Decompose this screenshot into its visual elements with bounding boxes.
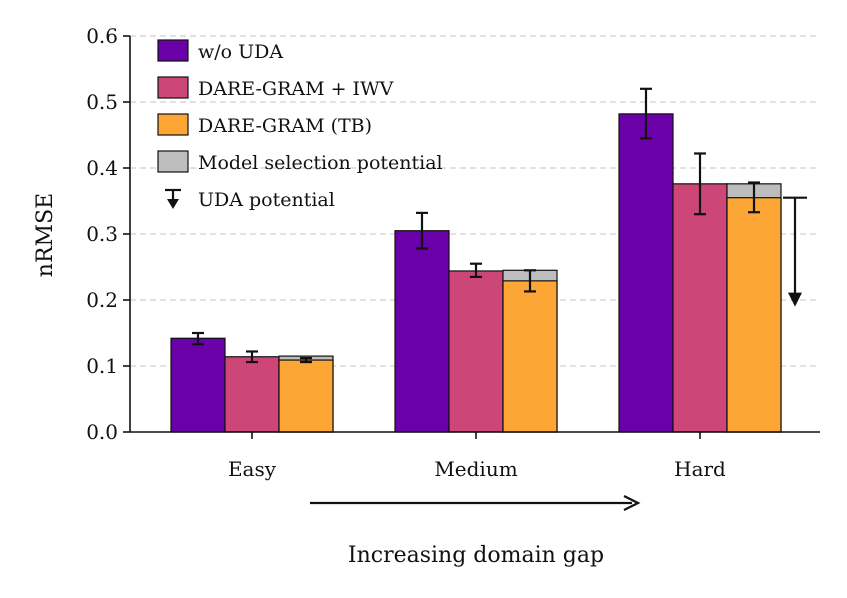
y-ticks: 0.0 0.1 0.2 0.3 0.4 0.5 0.6 <box>86 24 130 444</box>
gap-arrow-head <box>623 495 641 511</box>
bar-w-o-uda <box>618 113 674 433</box>
bar-w-o-uda <box>170 337 226 433</box>
legend-swatch <box>157 150 189 173</box>
y-tick-label: 0.6 <box>86 24 118 48</box>
legend-label: w/o UDA <box>198 41 283 63</box>
y-tick-label: 0.1 <box>86 354 118 378</box>
y-tick-label: 0.3 <box>86 222 118 246</box>
bar-dare-gram-tb- <box>502 280 558 433</box>
y-tick-label: 0.2 <box>86 288 118 312</box>
bar-dare-gram-iwv <box>448 270 504 433</box>
legend-label: DARE-GRAM + IWV <box>198 78 394 100</box>
y-tick-label: 0.4 <box>86 156 118 180</box>
legend-label: DARE-GRAM (TB) <box>198 115 372 137</box>
legend-swatch <box>157 39 189 62</box>
domain-gap-arrow <box>310 495 641 511</box>
y-tick-label: 0.5 <box>86 90 118 114</box>
x-tick-label: Medium <box>434 457 517 481</box>
legend-swatch <box>157 113 189 136</box>
x-ticks: Easy Medium Hard <box>228 432 726 481</box>
legend-swatch <box>157 76 189 99</box>
bar-dare-gram-tb- <box>726 197 782 433</box>
x-tick-label: Hard <box>674 457 726 481</box>
x-axis-label: Increasing domain gap <box>348 543 604 568</box>
bar-dare-gram-iwv <box>224 356 280 433</box>
legend-label: UDA potential <box>198 189 335 211</box>
legend-uda-arrowhead <box>167 199 179 209</box>
bar-dare-gram-iwv <box>672 183 728 433</box>
uda-potential-arrowhead <box>788 292 802 307</box>
y-axis-label: nRMSE <box>33 193 58 277</box>
legend: w/o UDA DARE-GRAM + IWV DARE-GRAM (TB) Mode… <box>157 39 443 211</box>
y-tick-label: 0.0 <box>86 420 118 444</box>
bar-w-o-uda <box>394 230 450 433</box>
legend-label: Model selection potential <box>198 152 443 174</box>
x-tick-label: Easy <box>228 457 277 481</box>
bar-dare-gram-tb- <box>278 359 334 433</box>
bars-group <box>170 87 807 433</box>
